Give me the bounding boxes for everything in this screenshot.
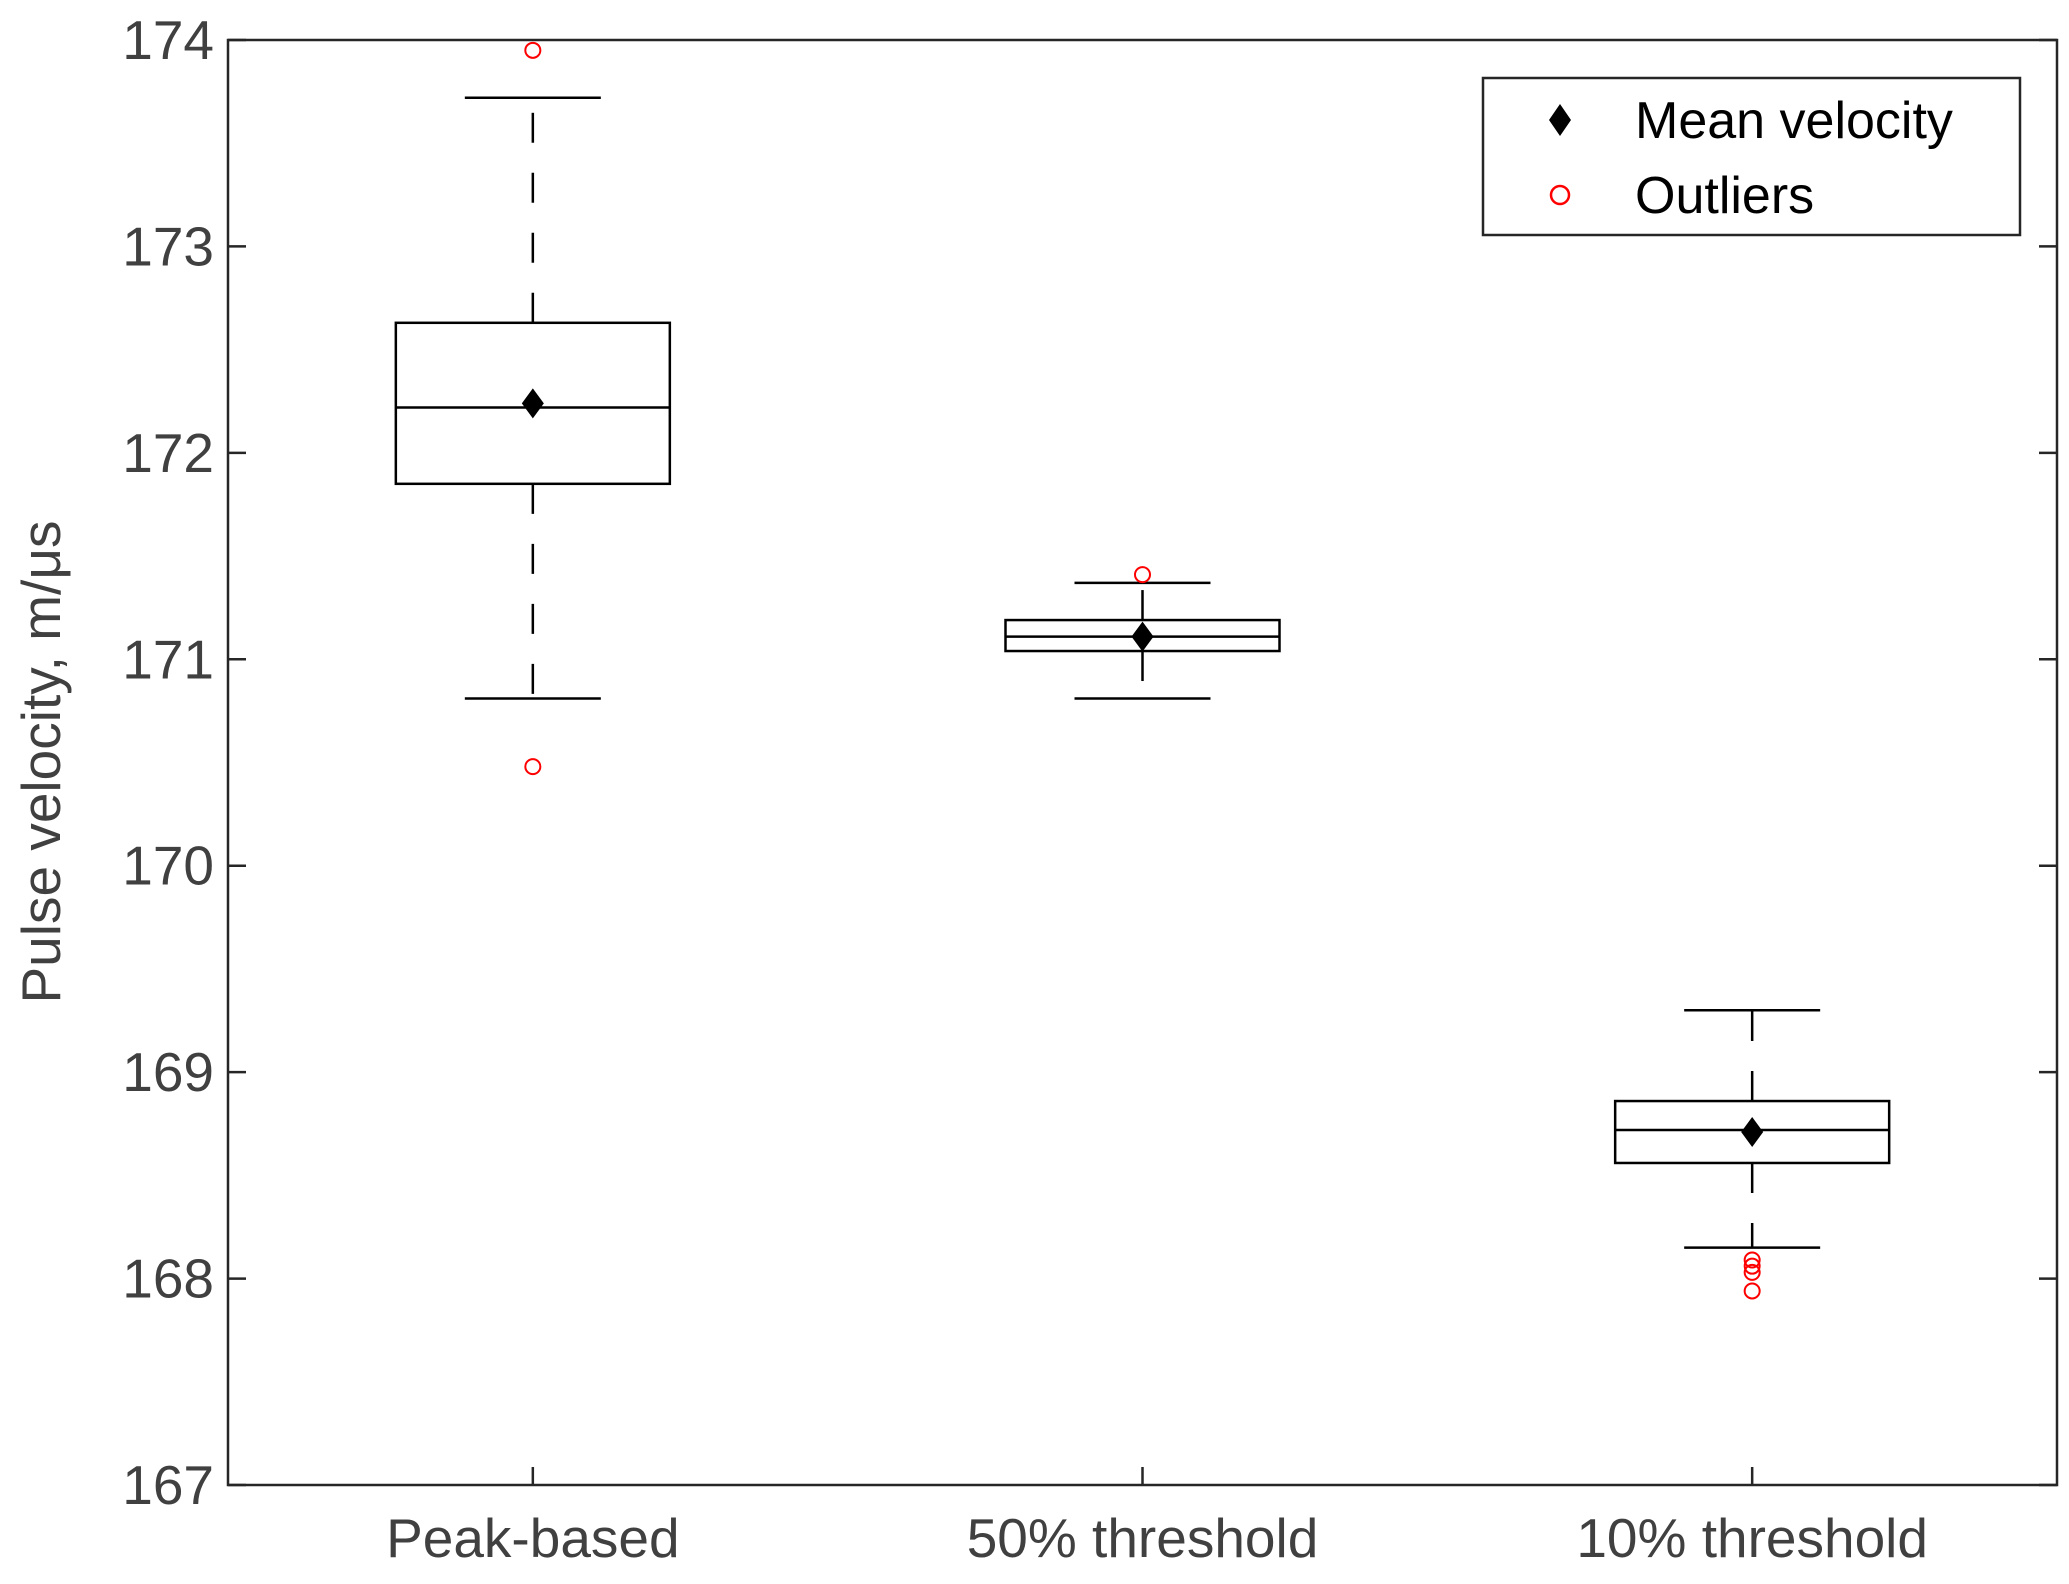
y-tick-label: 167 [122, 1454, 214, 1516]
x-tick-label: 10% threshold [1576, 1507, 1928, 1569]
legend-label: Mean velocity [1635, 92, 1953, 150]
outlier-point [1743, 1282, 1761, 1300]
mean-marker [521, 388, 544, 419]
legend-label: Outliers [1635, 167, 1814, 225]
y-tick-label: 169 [122, 1041, 214, 1103]
box-group [1613, 1008, 1891, 1300]
y-tick-label: 173 [122, 215, 214, 277]
x-tick-label: 50% threshold [967, 1507, 1319, 1569]
y-axis-title: Pulse velocity, m/μs [10, 520, 72, 1003]
x-tick-label: Peak-based [386, 1507, 680, 1569]
interquartile-box [394, 321, 672, 486]
legend-box [1481, 76, 2022, 237]
legend-outlier-marker [1549, 184, 1571, 206]
y-tick-label: 172 [122, 422, 214, 484]
outlier-point [1134, 566, 1151, 584]
y-tick-label: 171 [122, 628, 214, 690]
plot-area-frame [226, 38, 2059, 1487]
mean-marker [1131, 621, 1154, 652]
outlier-point [524, 758, 542, 776]
outlier-point [524, 41, 542, 59]
mean-marker [1741, 1117, 1764, 1148]
y-tick-label: 168 [122, 1248, 214, 1310]
outlier-point [1743, 1263, 1761, 1281]
y-tick-label: 174 [122, 9, 214, 71]
outlier-point [1743, 1251, 1761, 1269]
interquartile-box [1613, 1099, 1891, 1165]
y-tick-label: 170 [122, 835, 214, 897]
box-group [394, 41, 672, 776]
legend-mean-marker [1549, 104, 1571, 136]
outlier-point [1743, 1257, 1761, 1275]
box-group [1004, 566, 1281, 700]
